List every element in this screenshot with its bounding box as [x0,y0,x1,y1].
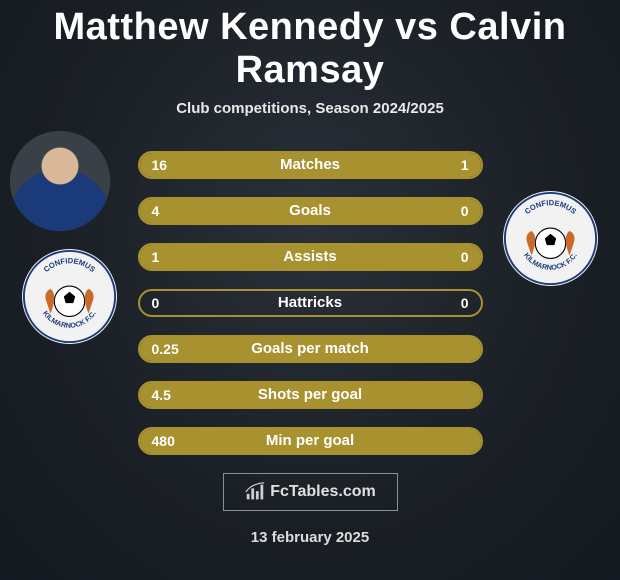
site-logo: FcTables.com [223,473,398,511]
stat-row: 4.5Shots per goal [138,381,483,409]
stat-label: Shots per goal [140,383,481,407]
stat-row: 16Matches1 [138,151,483,179]
date-label: 13 february 2025 [0,529,620,546]
stat-label: Hattricks [140,291,481,315]
club-crest-left: CONFIDEMUS KILMARNOCK F.C. [22,249,117,344]
stat-right-value: 0 [461,291,469,315]
stat-right-value: 0 [461,199,469,223]
stat-rows: 16Matches14Goals01Assists00Hattricks00.2… [138,151,483,455]
subtitle: Club competitions, Season 2024/2025 [0,100,620,117]
stat-right-value: 1 [461,153,469,177]
stat-row: 4Goals0 [138,197,483,225]
stat-row: 0Hattricks0 [138,289,483,317]
stat-label: Goals per match [140,337,481,361]
stat-right-value: 0 [461,245,469,269]
stat-row: 1Assists0 [138,243,483,271]
stat-row: 0.25Goals per match [138,335,483,363]
club-crest-right: CONFIDEMUS KILMARNOCK F.C. [503,191,598,286]
site-logo-text: FcTables.com [270,483,376,501]
chart-icon [244,481,266,503]
player-left-avatar [10,131,110,231]
stat-row: 480Min per goal [138,427,483,455]
page-title: Matthew Kennedy vs Calvin Ramsay [0,0,620,92]
stat-label: Goals [140,199,481,223]
player-silhouette [10,131,110,231]
crest-icon: CONFIDEMUS KILMARNOCK F.C. [22,249,117,344]
stat-label: Matches [140,153,481,177]
stat-label: Min per goal [140,429,481,453]
comparison-area: CONFIDEMUS KILMARNOCK F.C. CONFIDEMUS KI… [0,151,620,455]
crest-icon: CONFIDEMUS KILMARNOCK F.C. [503,191,598,286]
stat-label: Assists [140,245,481,269]
